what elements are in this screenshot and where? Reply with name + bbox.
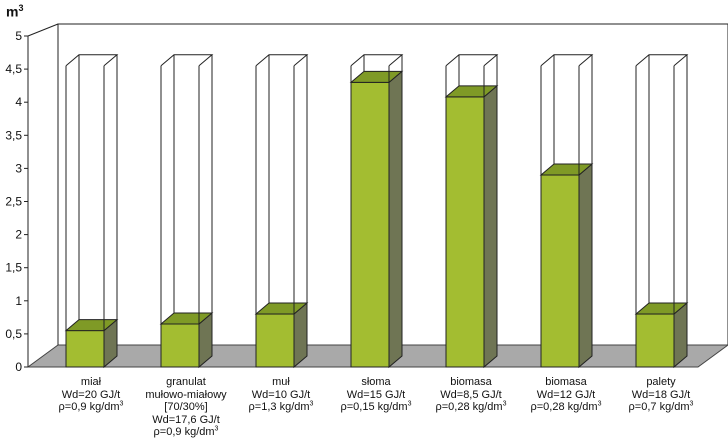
capacity-box-top [445,54,499,67]
y-tick-label: 3,5 [5,128,22,142]
y-tick-label: 4 [15,95,22,109]
chart-wall-edge [27,23,59,37]
unit-superscript: 3 [597,400,602,408]
y-tick-label: 0 [15,360,22,374]
unit-superscript: 3 [119,400,124,408]
y-tick-label: 5 [15,29,22,43]
bar-side [578,162,593,369]
capacity-box-top [350,54,404,67]
bar-side [483,84,498,369]
bar [350,81,390,368]
category-label-line: biomasa [545,376,587,388]
y-tick-label: 4,5 [5,62,22,76]
category-label-line: palety [646,376,676,388]
capacity-box-top [540,54,594,67]
category-label-line: ρ=1,3 kg/dm3 [248,400,314,413]
category-label-line: Wd=18 GJ/t [631,388,691,401]
category-label-line: miał [80,376,102,388]
category-label-line: mułowo-miałowy [145,388,227,401]
category-label-line: ρ=0,9 kg/dm3 [58,400,124,413]
category-label-line: Wd=10 GJ/t [251,388,311,401]
chart-back-wall [57,23,728,345]
y-tick-label: 2 [15,228,22,242]
capacity-box-top [255,54,309,67]
capacity-box-top [65,54,119,67]
y-tick-label: 1 [15,294,22,308]
bar [445,96,485,368]
category-label-line: [70/30%] [164,401,208,413]
category-label: granulat mułowo-miałowy [70/30%] Wd=17,6 GJ… [138,376,234,439]
category-label-line: ρ=0,9 kg/dm3 [153,425,219,438]
unit-superscript: 3 [502,400,507,408]
category-label: miał Wd=20 GJ/t ρ=0,9 kg/dm3 [43,376,139,414]
category-label-line: granulat [166,376,206,388]
unit-superscript: 3 [407,400,412,408]
category-label-line: Wd=15 GJ/t [346,388,406,401]
category-label-line: muł [272,376,290,388]
category-label: biomasa Wd=12 GJ/t ρ=0,28 kg/dm3 [518,376,614,414]
category-label-line: Wd=20 GJ/t [61,388,121,401]
category-label: muł Wd=10 GJ/t ρ=1,3 kg/dm3 [233,376,329,414]
category-label-line: biomasa [450,376,492,388]
unit-superscript: 3 [309,400,314,408]
category-label: słoma Wd=15 GJ/t ρ=0,15 kg/dm3 [328,376,424,414]
category-label-line: ρ=0,28 kg/dm3 [435,400,507,413]
category-label-line: Wd=17,6 GJ/t [152,413,220,426]
category-label-line: ρ=0,7 kg/dm3 [628,400,694,413]
category-label-line: słoma [361,376,391,388]
bar [160,323,200,368]
capacity-box-top [635,54,689,67]
bar [540,174,580,368]
category-label-line: ρ=0,28 kg/dm3 [530,400,602,413]
unit-superscript: 3 [689,400,694,408]
category-label-line: Wd=12 GJ/t [536,388,596,401]
category-label-line: Wd=8,5 GJ/t [440,388,502,401]
bar [65,330,105,368]
y-tick-label: 2,5 [5,195,22,209]
y-tick-label: 1,5 [5,261,22,275]
y-tick-label: 0,5 [5,327,22,341]
bar [255,313,295,368]
bar [635,313,675,368]
capacity-box-top [160,54,214,67]
y-axis-unit-label: m3 [6,3,24,20]
unit-superscript: 3 [214,425,219,433]
category-label-line: ρ=0,15 kg/dm3 [340,400,412,413]
category-label: biomasa Wd=8,5 GJ/t ρ=0,28 kg/dm3 [423,376,519,414]
category-label: palety Wd=18 GJ/t ρ=0,7 kg/dm3 [613,376,709,414]
bar-side [388,70,403,369]
y-tick-label: 3 [15,161,22,175]
